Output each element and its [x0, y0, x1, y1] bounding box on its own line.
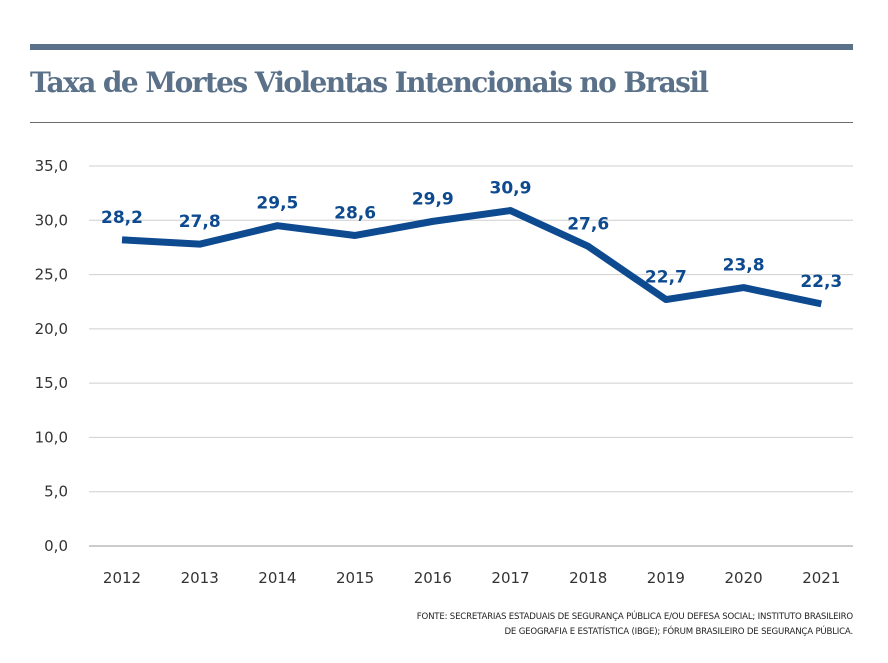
data-label: 23,8: [723, 256, 765, 276]
source-line-2: DE GEOGRAFIA E ESTATÍSTICA (IBGE); FÓRUM…: [504, 627, 854, 637]
x-tick-label: 2015: [336, 569, 374, 587]
data-label: 22,3: [800, 272, 842, 292]
y-tick-label: 20,0: [35, 320, 68, 338]
x-tick-label: 2019: [647, 569, 685, 587]
y-tick-label: 35,0: [35, 157, 68, 175]
x-tick-label: 2014: [258, 569, 296, 587]
data-label: 27,6: [567, 214, 609, 234]
source-line-1: FONTE: SECRETARIAS ESTADUAIS DE SEGURANÇ…: [416, 612, 853, 622]
data-label: 22,7: [645, 268, 687, 288]
data-label: 29,9: [412, 189, 454, 209]
y-tick-label: 25,0: [35, 266, 68, 284]
data-label: 30,9: [490, 179, 532, 199]
x-tick-label: 2021: [802, 569, 840, 587]
data-label: 29,5: [256, 194, 298, 214]
data-label: 27,8: [179, 212, 221, 232]
x-tick-label: 2018: [569, 569, 607, 587]
series-line: [121, 207, 823, 308]
x-tick-label: 2016: [414, 569, 452, 587]
x-tick-label: 2012: [103, 569, 141, 587]
y-tick-label: 30,0: [35, 211, 68, 229]
y-tick-label: 0,0: [44, 537, 68, 555]
chart-title: Taxa de Mortes Violentas Intencionais no…: [30, 66, 709, 99]
y-tick-label: 5,0: [44, 483, 68, 501]
title-rule: [30, 122, 853, 123]
data-label: 28,6: [334, 203, 376, 223]
top-rule: [30, 44, 853, 50]
y-tick-label: 15,0: [35, 374, 68, 392]
y-tick-label: 10,0: [35, 428, 68, 446]
data-label: 28,2: [101, 208, 143, 228]
source-note: FONTE: SECRETARIAS ESTADUAIS DE SEGURANÇ…: [417, 610, 853, 640]
x-tick-label: 2020: [725, 569, 763, 587]
x-tick-label: 2017: [491, 569, 529, 587]
x-tick-label: 2013: [181, 569, 219, 587]
